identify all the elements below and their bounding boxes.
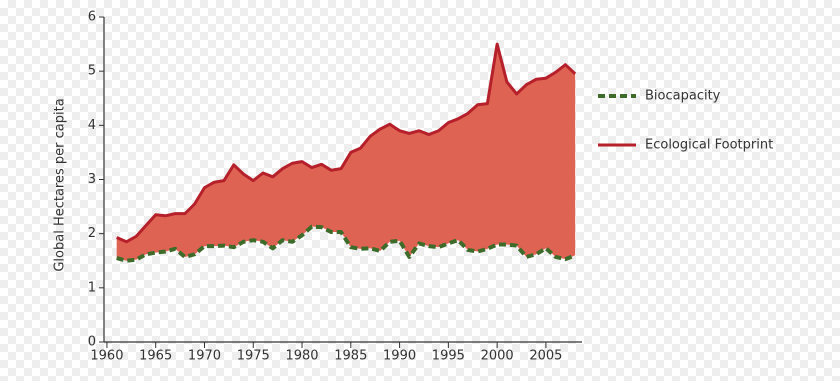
x-tick-label: 1960 (90, 349, 123, 364)
y-tick-label: 3 (88, 172, 96, 187)
y-tick-label: 2 (88, 226, 96, 241)
y-tick-label: 5 (88, 64, 96, 79)
x-tick-label: 1980 (285, 349, 318, 364)
x-tick-label: 2005 (529, 349, 562, 364)
x-tick-label: 2000 (481, 349, 514, 364)
x-tick-label: 1990 (383, 349, 416, 364)
y-axis-label: Global Hectares per capita (53, 98, 68, 271)
legend-label: Biocapacity (645, 89, 721, 104)
legend-label: Ecological Footprint (645, 138, 773, 153)
y-tick-label: 6 (88, 10, 96, 25)
y-tick-label: 1 (88, 280, 96, 295)
x-tick-label: 1970 (188, 349, 221, 364)
series-line (116, 224, 576, 263)
x-tick-label: 1975 (237, 349, 270, 364)
series-line (116, 42, 577, 244)
gap-fill (116, 44, 576, 261)
y-tick-label: 0 (88, 335, 96, 350)
x-tick-label: 1965 (139, 349, 172, 364)
x-tick-label: 1985 (334, 349, 367, 364)
y-tick-label: 4 (88, 118, 96, 133)
x-tick-label: 1995 (432, 349, 465, 364)
